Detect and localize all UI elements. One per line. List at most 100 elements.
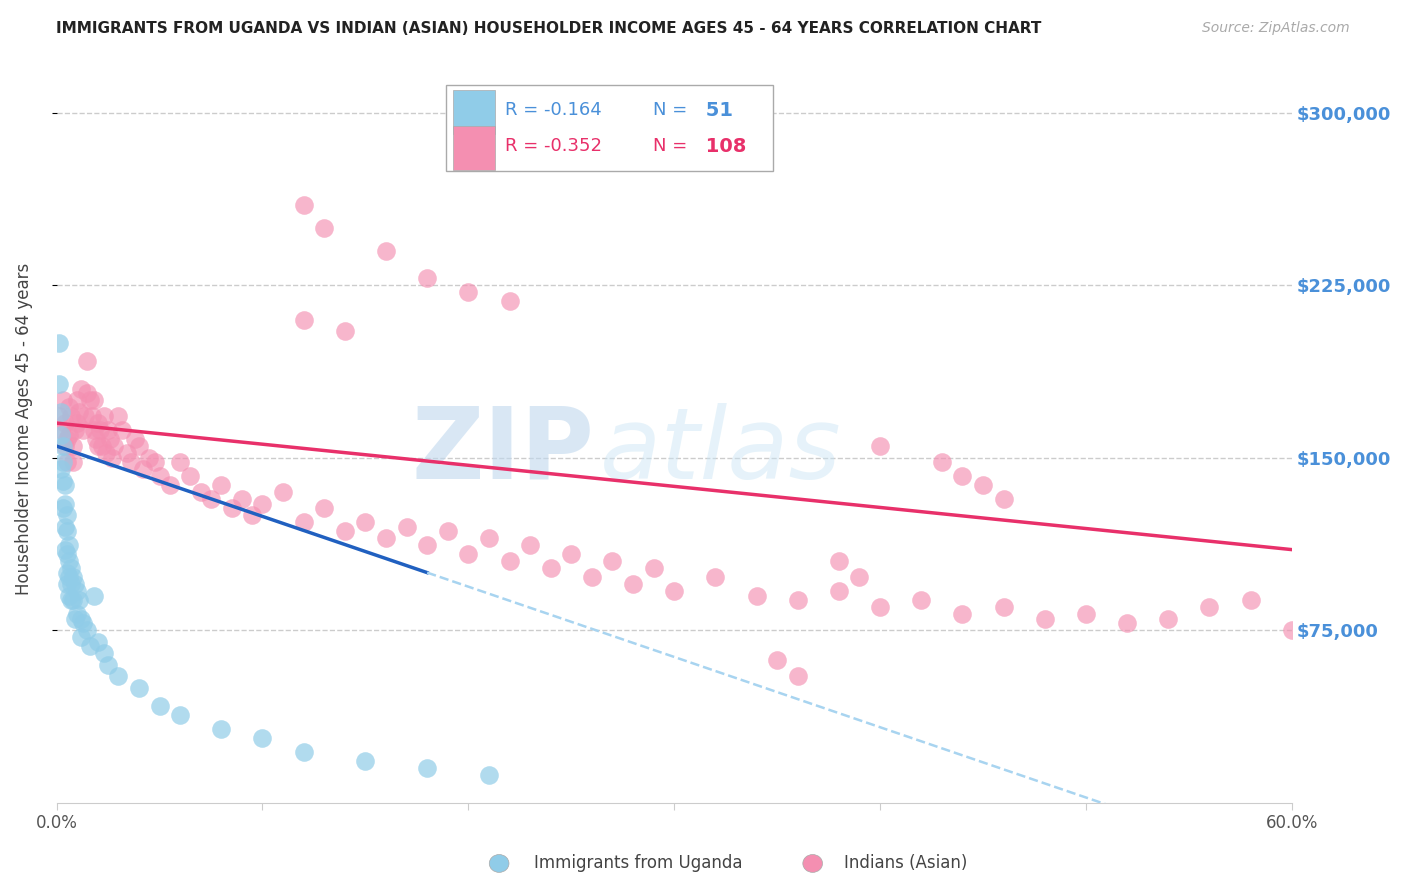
- Point: [124, 432, 146, 446]
- Point: [581, 570, 603, 584]
- Point: [70, 612, 93, 626]
- Point: [314, 501, 336, 516]
- Point: [56, 577, 79, 591]
- Point: [993, 600, 1015, 615]
- Point: [83, 423, 105, 437]
- Point: [58, 427, 80, 442]
- Point: [67, 593, 90, 607]
- Point: [848, 570, 870, 584]
- Point: [70, 382, 93, 396]
- Point: [80, 409, 103, 424]
- Point: [76, 386, 98, 401]
- Point: [62, 455, 84, 469]
- Point: [786, 669, 808, 683]
- Point: [395, 519, 418, 533]
- Point: [63, 577, 86, 591]
- Point: [498, 294, 520, 309]
- Point: [333, 524, 356, 539]
- Text: R = -0.164: R = -0.164: [505, 102, 602, 120]
- Point: [132, 462, 155, 476]
- Point: [58, 570, 80, 584]
- Point: [869, 439, 891, 453]
- Point: [457, 285, 479, 299]
- Point: [84, 432, 107, 446]
- Point: [231, 491, 253, 506]
- Point: [292, 312, 315, 326]
- Point: [931, 455, 953, 469]
- Point: [148, 698, 170, 713]
- Point: [56, 508, 79, 522]
- Point: [62, 570, 84, 584]
- Point: [416, 538, 439, 552]
- Point: [111, 423, 134, 437]
- FancyBboxPatch shape: [446, 85, 773, 171]
- Point: [49, 423, 72, 437]
- Point: [83, 589, 105, 603]
- Point: [87, 416, 110, 430]
- Point: [79, 393, 101, 408]
- Point: [209, 478, 232, 492]
- Point: [643, 561, 665, 575]
- Point: [519, 538, 541, 552]
- Point: [128, 681, 150, 695]
- Text: N =: N =: [654, 102, 688, 120]
- Point: [240, 508, 263, 522]
- Point: [972, 478, 994, 492]
- Text: atlas: atlas: [600, 403, 842, 500]
- Point: [1074, 607, 1097, 621]
- Point: [72, 423, 94, 437]
- Point: [52, 455, 75, 469]
- Text: N =: N =: [654, 137, 688, 155]
- Point: [745, 589, 768, 603]
- Point: [1116, 616, 1139, 631]
- Point: [83, 393, 105, 408]
- Point: [60, 577, 83, 591]
- Text: 51: 51: [699, 101, 733, 120]
- Point: [60, 409, 83, 424]
- Point: [252, 497, 274, 511]
- Point: [48, 335, 70, 350]
- Point: [98, 432, 121, 446]
- Point: [58, 538, 80, 552]
- Point: [48, 377, 70, 392]
- Point: [103, 439, 125, 453]
- Point: [375, 531, 398, 545]
- Point: [1033, 612, 1056, 626]
- Point: [53, 519, 76, 533]
- Point: [72, 616, 94, 631]
- Point: [101, 450, 124, 465]
- Point: [93, 409, 115, 424]
- Point: [66, 607, 89, 621]
- Point: [1198, 600, 1220, 615]
- Point: [52, 501, 75, 516]
- Point: [354, 515, 377, 529]
- Point: [53, 439, 76, 453]
- Point: [169, 708, 191, 723]
- Point: [67, 404, 90, 418]
- Point: [120, 455, 142, 469]
- Point: [66, 393, 89, 408]
- Point: [498, 554, 520, 568]
- Point: [62, 439, 84, 453]
- Point: [200, 491, 222, 506]
- Point: [87, 634, 110, 648]
- Point: [52, 474, 75, 488]
- Point: [993, 491, 1015, 506]
- Point: [209, 722, 232, 736]
- Point: [53, 478, 76, 492]
- Point: [63, 423, 86, 437]
- Point: [221, 501, 243, 516]
- Text: Indians (Asian): Indians (Asian): [844, 855, 967, 872]
- Point: [416, 271, 439, 285]
- Point: [63, 612, 86, 626]
- Point: [53, 542, 76, 557]
- Y-axis label: Householder Income Ages 45 - 64 years: Householder Income Ages 45 - 64 years: [15, 263, 32, 595]
- Point: [478, 768, 501, 782]
- Point: [56, 566, 79, 580]
- Point: [354, 754, 377, 768]
- Point: [66, 584, 89, 599]
- Point: [128, 439, 150, 453]
- Point: [436, 524, 458, 539]
- Point: [58, 554, 80, 568]
- Point: [70, 630, 93, 644]
